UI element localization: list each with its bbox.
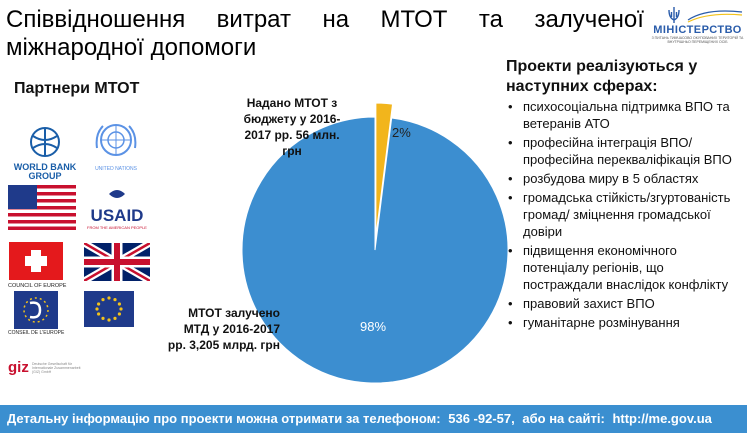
ministry-name: МІНІСТЕРСТВО bbox=[653, 24, 742, 36]
list-item: психосоціальна підтримка ВПО та ветерані… bbox=[506, 98, 742, 132]
usa-flag-icon bbox=[8, 185, 76, 230]
mtd-label: МТОТ залучено МТД у 2016-2017 рр. 3,205 … bbox=[120, 305, 280, 353]
partners-title: Партнери МТОТ bbox=[14, 80, 140, 97]
title-word: МТОТ bbox=[380, 6, 448, 33]
budget-label-line: 2017 рр. 56 млн. bbox=[244, 128, 340, 142]
projects-list: психосоціальна підтримка ВПО та ветерані… bbox=[506, 98, 742, 333]
world-bank-logo: WORLD BANK GROUP bbox=[4, 126, 86, 181]
giz-caption: giz bbox=[8, 359, 29, 376]
un-logo: UNITED NATIONS bbox=[88, 120, 144, 172]
council-caption: COUNCIL OF EUROPE bbox=[8, 283, 67, 289]
footer-bar: Детальну інформацію про проекти можна от… bbox=[0, 405, 747, 433]
giz-logo: giz Deutsche Gesellschaft für Internatio… bbox=[8, 360, 88, 386]
un-caption: UNITED NATIONS bbox=[95, 166, 137, 172]
budget-label: Надано МТОТ з бюджету у 2016- 2017 рр. 5… bbox=[228, 95, 356, 159]
budget-label-line: Надано МТОТ з bbox=[246, 96, 338, 110]
usaid-caption: USAID bbox=[90, 206, 144, 225]
footer-site-link[interactable]: http://me.gov.ua bbox=[612, 411, 712, 426]
uk-flag-icon bbox=[84, 243, 150, 281]
ministry-logo: МІНІСТЕРСТВО З ПИТАНЬ ТИМЧАСОВО ОКУПОВАН… bbox=[650, 4, 745, 60]
usaid-logo: USAID FROM THE AMERICAN PEOPLE bbox=[84, 186, 150, 232]
footer-mid: або на сайті: bbox=[522, 411, 605, 426]
pie-slice-mtd bbox=[241, 116, 509, 384]
trident-icon bbox=[668, 7, 680, 23]
swiss-flag-icon bbox=[9, 242, 63, 280]
budget-label-line: бюджету у 2016- bbox=[243, 112, 341, 126]
list-item: правовий захист ВПО bbox=[506, 295, 742, 312]
world-bank-caption: WORLD BANK GROUP bbox=[13, 162, 77, 181]
title-word: та bbox=[478, 6, 503, 33]
eu-flag-icon bbox=[84, 291, 134, 327]
title-word: залученої bbox=[534, 6, 644, 33]
council-of-europe-icon bbox=[14, 291, 58, 329]
pie-data-label-mtd: 98% bbox=[360, 319, 387, 334]
list-item: підвищення економічного потенціалу регіо… bbox=[506, 242, 742, 293]
list-item: професійна інтеграція ВПО/ професійна пе… bbox=[506, 134, 742, 168]
pie-data-label-budget: 2% bbox=[392, 125, 411, 140]
list-item: гуманітарне розмінування bbox=[506, 314, 742, 331]
list-item: громадська стійкість/згуртованість грома… bbox=[506, 189, 742, 240]
council-of-europe-logo: COUNCIL OF EUROPE CONSEIL DE L'EUROPE bbox=[8, 282, 70, 336]
mtd-label-line: МТОТ залучено bbox=[188, 306, 280, 320]
world-bank-globe-icon bbox=[30, 127, 60, 157]
un-emblem-icon bbox=[95, 124, 137, 156]
ministry-subtitle: З ПИТАНЬ ТИМЧАСОВО ОКУПОВАНИХ ТЕРИТОРІЙ … bbox=[651, 36, 744, 44]
title-word: витрат bbox=[216, 6, 291, 33]
title-word: на bbox=[322, 6, 350, 33]
budget-label-line: грн bbox=[282, 144, 302, 158]
usaid-subcaption: FROM THE AMERICAN PEOPLE bbox=[87, 225, 147, 230]
title-line-2: міжнародної допомоги bbox=[6, 34, 257, 61]
pie-slice-budget bbox=[375, 102, 394, 237]
giz-subcaption: Deutsche Gesellschaft für Internationale… bbox=[32, 362, 81, 374]
mtd-label-line: МТД у 2016-2017 bbox=[183, 322, 280, 336]
projects-title: Проекти реалізуються у наступних сферах: bbox=[506, 58, 698, 95]
list-item: розбудова миру в 5 областях bbox=[506, 170, 742, 187]
mtd-label-line: рр. 3,205 млрд. грн bbox=[167, 338, 280, 352]
footer-text: Детальну інформацію про проекти можна от… bbox=[7, 411, 441, 426]
usaid-seal-icon bbox=[109, 190, 125, 198]
footer-phone[interactable]: 536 -92-57, bbox=[448, 411, 515, 426]
title-word: Співвідношення bbox=[6, 6, 186, 33]
slide-title: Співвідношення витрат на МТОТ та залучен… bbox=[6, 6, 644, 62]
council-subcaption: CONSEIL DE L'EUROPE bbox=[8, 330, 65, 336]
